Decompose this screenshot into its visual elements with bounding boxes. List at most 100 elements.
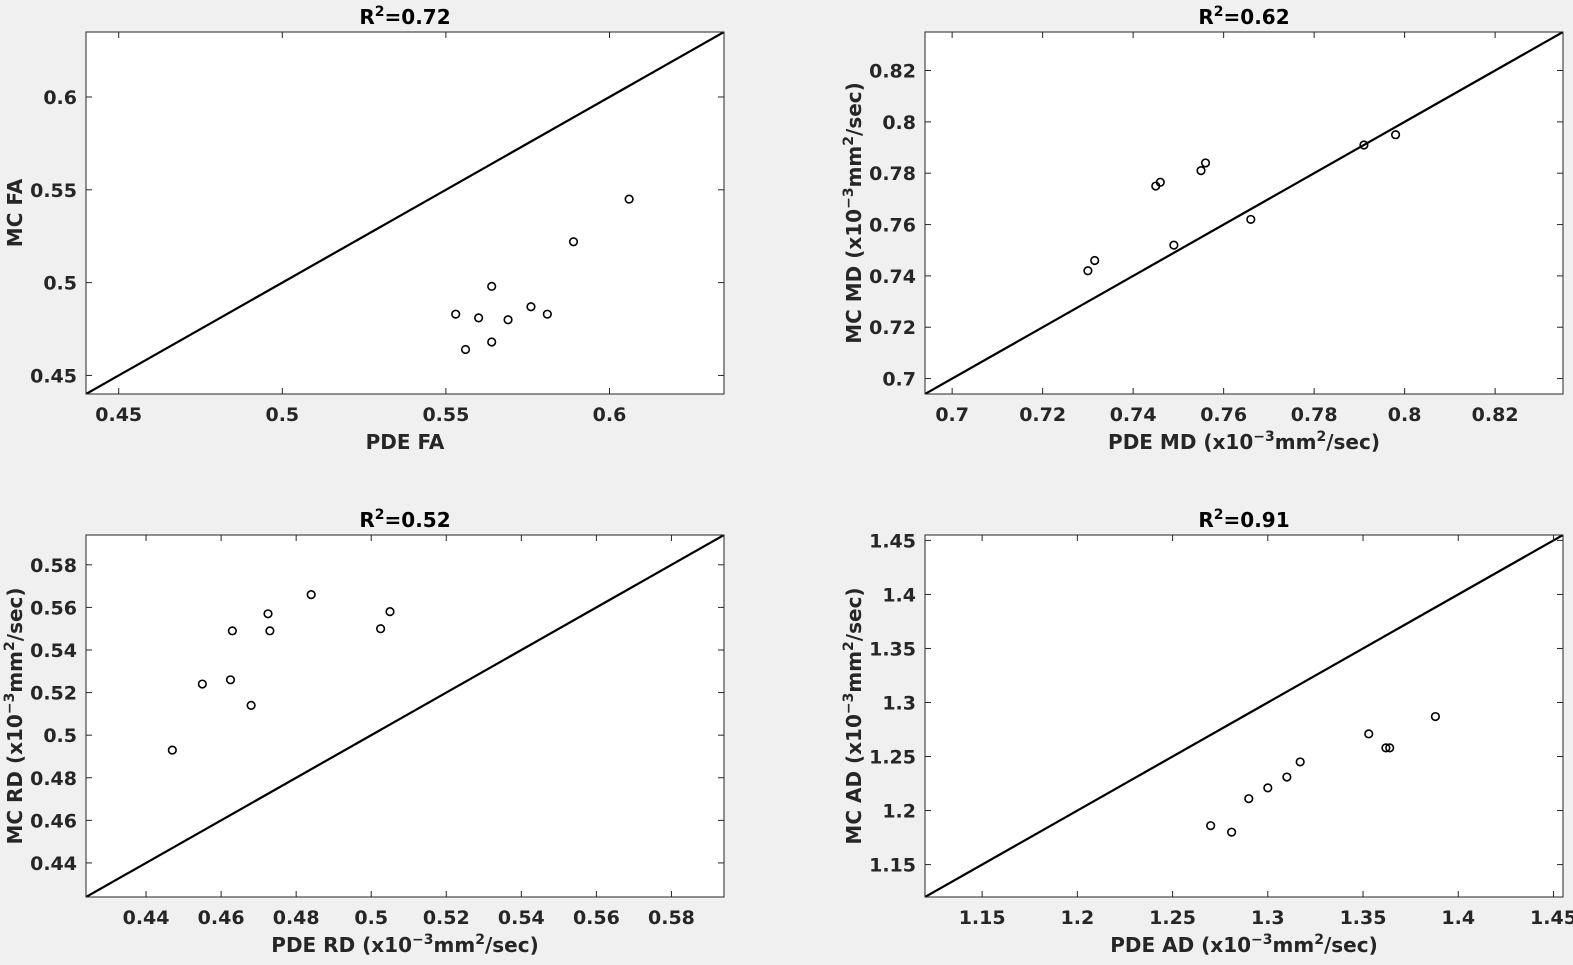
x-tick-label: 0.76 (1200, 404, 1247, 426)
chart-title-superscript: 2 (375, 507, 385, 523)
y-axis-label-segment: MC RD (x10 (3, 714, 27, 844)
x-tick-label: 0.8 (1388, 404, 1422, 426)
x-axis-label: PDE RD (x10−3mm2/sec) (271, 932, 538, 957)
y-tick-label: 0.45 (30, 365, 77, 387)
y-tick-label: 0.5 (43, 725, 77, 747)
y-tick-label: 0.7 (882, 369, 916, 391)
x-tick-label: 1.25 (1149, 907, 1196, 929)
y-tick-label: 1.3 (882, 692, 916, 714)
x-axis-label-segment: /sec) (1324, 933, 1378, 957)
y-axis-label-superscript: 2 (841, 641, 857, 651)
data-point (1169, 240, 1179, 250)
chart-title-segment: =0.52 (385, 508, 451, 532)
data-point (225, 675, 236, 685)
x-tick-label: 0.82 (1472, 404, 1519, 426)
y-tick-label: 0.8 (882, 112, 916, 134)
y-axis-label-segment: /sec) (842, 587, 866, 641)
axes-frame (85, 534, 725, 898)
x-tick-label: 0.72 (1019, 404, 1066, 426)
chart-title-segment: R (359, 5, 374, 29)
y-tick-label: 0.46 (30, 810, 77, 832)
axes-frame (85, 31, 725, 395)
chart-title-segment: =0.91 (1224, 508, 1290, 532)
data-point (568, 237, 579, 247)
x-tick-label: 0.55 (422, 404, 469, 426)
y-tick-label: 0.82 (869, 61, 916, 83)
data-point (306, 590, 316, 600)
y-tick-label: 0.72 (869, 317, 916, 339)
chart-title: R2=0.52 (359, 507, 450, 532)
y-tick-label: 0.56 (30, 597, 77, 619)
identity-line (925, 32, 1563, 394)
y-axis-label-superscript: −3 (841, 187, 857, 208)
x-tick-label: 0.48 (273, 907, 320, 929)
subplot-rd: 0.44 0.46 0.48 0.5 0.52 0.54 0.56 0.580.440.460… (2, 507, 725, 957)
data-point (376, 624, 386, 634)
y-axis-label: MC FA (3, 178, 27, 247)
chart-title: R2=0.72 (359, 4, 450, 29)
x-tick-label: 0.56 (573, 907, 620, 929)
y-tick-label: 1.45 (869, 530, 916, 552)
y-axis-label-superscript: −3 (2, 693, 18, 714)
x-axis-label-segment: PDE MD (x10 (1108, 430, 1253, 454)
y-tick-label: 0.44 (30, 853, 77, 875)
data-point (197, 679, 207, 689)
data-point (474, 313, 484, 323)
x-axis-label: PDE MD (x10−3mm2/sec) (1108, 429, 1380, 454)
x-tick-label: 0.7 (935, 404, 969, 426)
subplot-ad: 1.15 1.2 1.25 1.3 1.35 1.4 1.45 1.15 1.2 1.25 1.3 1… (841, 507, 1573, 957)
y-tick-label: 1.25 (869, 747, 916, 769)
y-axis-label-segment: MC FA (3, 178, 27, 247)
x-tick-label: 0.78 (1291, 404, 1338, 426)
data-point (460, 344, 471, 355)
y-axis-label-superscript: 2 (841, 136, 857, 146)
x-axis-label-superscript: 2 (1314, 932, 1324, 948)
y-tick-label: 1.4 (882, 584, 916, 606)
data-point (1090, 255, 1100, 266)
data-point (487, 337, 497, 347)
x-tick-label: 0.6 (593, 404, 627, 426)
chart-title: R2=0.91 (1198, 507, 1289, 532)
y-axis-label: MC MD (x10−3mm2/sec) (841, 82, 866, 344)
y-tick-label: 0.48 (30, 768, 77, 790)
x-axis-label-segment: PDE RD (x10 (271, 933, 412, 957)
chart-title-segment: R (1198, 508, 1213, 532)
x-axis-label-superscript: −3 (412, 932, 433, 948)
y-axis-label-segment: mm (3, 651, 27, 693)
y-tick-label: 0.58 (30, 555, 77, 577)
data-point (1196, 166, 1206, 176)
y-axis-label-segment: mm (842, 651, 866, 693)
data-point (1227, 827, 1237, 837)
identity-line (925, 535, 1563, 897)
y-axis-label-segment: /sec) (3, 587, 27, 641)
x-tick-label: 0.45 (95, 404, 142, 426)
x-tick-label: 1.45 (1530, 907, 1573, 929)
data-point (246, 700, 256, 710)
x-axis-label-segment: mm (1273, 933, 1315, 957)
y-tick-label: 1.2 (882, 801, 916, 823)
data-point (265, 626, 275, 636)
data-point (1364, 729, 1374, 739)
y-axis-label-segment: MC MD (x10 (842, 209, 866, 344)
y-tick-label: 1.35 (869, 638, 916, 660)
x-axis-label-superscript: 2 (475, 932, 485, 948)
chart-title: R2=0.62 (1198, 4, 1289, 29)
data-point (167, 745, 177, 755)
y-axis-label-superscript: −3 (841, 693, 857, 714)
y-axis-label-segment: /sec) (842, 82, 866, 136)
chart-title-superscript: 2 (1214, 4, 1224, 20)
y-tick-label: 0.74 (869, 266, 916, 288)
x-axis-label-superscript: −3 (1253, 429, 1274, 445)
x-axis-label: PDE FA (366, 430, 445, 454)
chart-title-segment: R (1198, 5, 1213, 29)
data-point (227, 626, 237, 636)
y-axis-label-superscript: 2 (2, 641, 18, 651)
data-point (1263, 783, 1273, 793)
y-tick-label: 0.55 (30, 180, 77, 202)
chart-title-superscript: 2 (1214, 507, 1224, 523)
y-tick-label: 0.6 (43, 87, 77, 109)
data-point (385, 607, 395, 617)
data-point (1200, 158, 1211, 168)
chart-title-segment: R (359, 508, 374, 532)
